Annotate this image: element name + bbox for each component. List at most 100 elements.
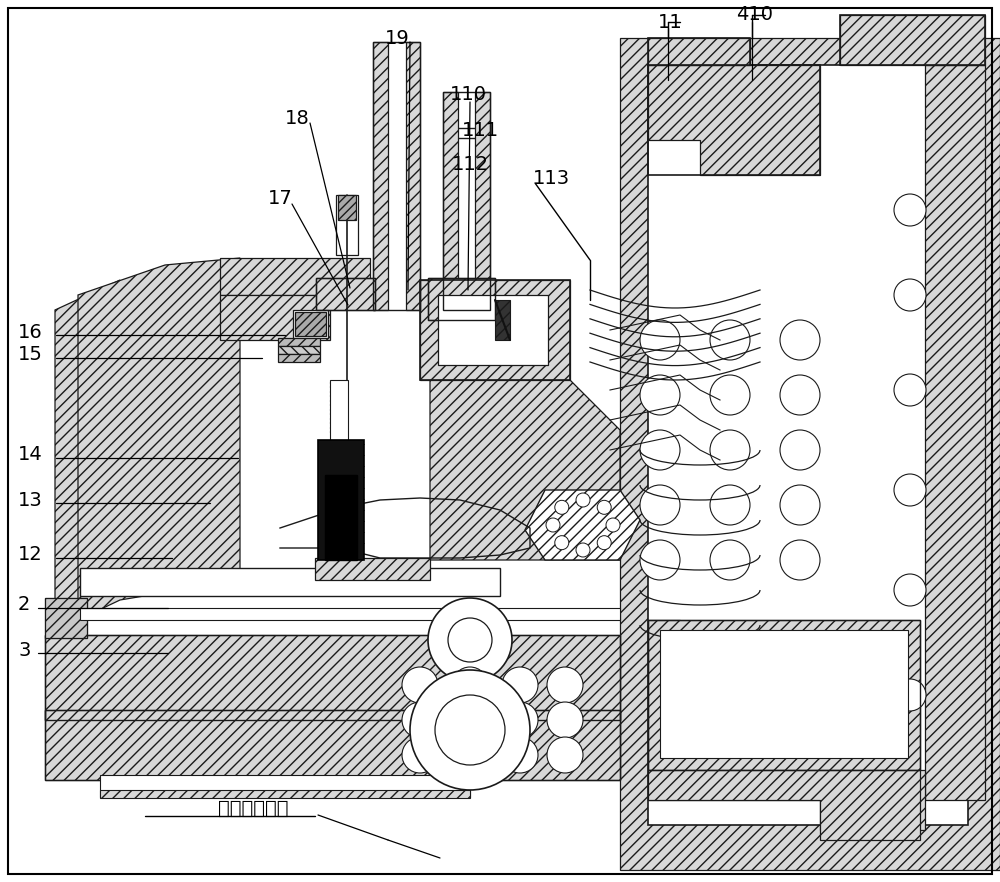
Circle shape bbox=[710, 540, 750, 580]
Circle shape bbox=[640, 375, 680, 415]
Polygon shape bbox=[338, 195, 356, 220]
Circle shape bbox=[452, 702, 488, 738]
Circle shape bbox=[710, 430, 750, 470]
Bar bbox=[316, 278, 375, 310]
Text: 13: 13 bbox=[18, 490, 43, 510]
Polygon shape bbox=[840, 15, 985, 65]
Polygon shape bbox=[295, 312, 326, 336]
Bar bbox=[420, 280, 570, 380]
Circle shape bbox=[402, 737, 438, 773]
Polygon shape bbox=[525, 490, 640, 560]
Circle shape bbox=[710, 375, 750, 415]
Circle shape bbox=[780, 320, 820, 360]
Polygon shape bbox=[316, 278, 375, 310]
Bar bbox=[336, 195, 358, 255]
Polygon shape bbox=[220, 295, 330, 340]
Circle shape bbox=[546, 518, 560, 532]
Circle shape bbox=[780, 485, 820, 525]
Bar bbox=[648, 65, 968, 825]
Circle shape bbox=[640, 320, 680, 360]
Bar bbox=[648, 38, 750, 65]
Polygon shape bbox=[443, 92, 458, 310]
Circle shape bbox=[547, 737, 583, 773]
Bar bbox=[648, 620, 920, 770]
Circle shape bbox=[780, 375, 820, 415]
Bar bbox=[45, 710, 620, 780]
Circle shape bbox=[555, 535, 569, 549]
Polygon shape bbox=[648, 620, 680, 650]
Polygon shape bbox=[648, 770, 925, 830]
Polygon shape bbox=[925, 65, 985, 800]
Text: 14: 14 bbox=[18, 445, 43, 465]
Bar bbox=[443, 92, 490, 310]
Circle shape bbox=[710, 485, 750, 525]
Circle shape bbox=[435, 695, 505, 765]
Bar bbox=[373, 42, 420, 310]
Text: 19: 19 bbox=[385, 28, 410, 48]
Bar bbox=[100, 790, 470, 798]
Text: 110: 110 bbox=[450, 86, 487, 104]
Bar bbox=[840, 15, 985, 65]
Circle shape bbox=[894, 194, 926, 226]
Bar bbox=[325, 475, 357, 560]
Polygon shape bbox=[406, 42, 420, 310]
Text: 113: 113 bbox=[533, 168, 570, 188]
Polygon shape bbox=[278, 338, 320, 346]
Bar bbox=[80, 608, 620, 620]
Circle shape bbox=[576, 493, 590, 507]
Bar bbox=[438, 295, 548, 365]
Circle shape bbox=[402, 702, 438, 738]
Circle shape bbox=[448, 618, 492, 662]
Text: 112: 112 bbox=[452, 155, 489, 175]
Polygon shape bbox=[475, 92, 490, 310]
Polygon shape bbox=[373, 42, 388, 310]
Bar bbox=[293, 310, 328, 338]
Text: 16: 16 bbox=[18, 323, 43, 341]
Polygon shape bbox=[45, 710, 620, 780]
Polygon shape bbox=[45, 635, 620, 720]
Text: 2: 2 bbox=[18, 595, 30, 615]
Circle shape bbox=[502, 667, 538, 703]
Circle shape bbox=[710, 320, 750, 360]
Circle shape bbox=[576, 543, 590, 557]
Circle shape bbox=[597, 535, 611, 549]
Circle shape bbox=[640, 430, 680, 470]
Polygon shape bbox=[45, 598, 87, 638]
Circle shape bbox=[894, 474, 926, 506]
Text: 3: 3 bbox=[18, 640, 30, 660]
Circle shape bbox=[894, 374, 926, 406]
Polygon shape bbox=[278, 346, 320, 354]
Text: 12: 12 bbox=[18, 545, 43, 564]
Bar bbox=[330, 380, 348, 440]
Circle shape bbox=[640, 540, 680, 580]
Circle shape bbox=[547, 702, 583, 738]
Polygon shape bbox=[220, 258, 370, 295]
Text: 分离杆的支点: 分离杆的支点 bbox=[218, 798, 288, 818]
Polygon shape bbox=[430, 380, 620, 560]
Circle shape bbox=[894, 574, 926, 606]
Bar bbox=[45, 598, 87, 638]
Circle shape bbox=[452, 667, 488, 703]
Polygon shape bbox=[78, 258, 240, 620]
Text: 11: 11 bbox=[658, 12, 683, 32]
Bar bbox=[80, 568, 500, 596]
Polygon shape bbox=[620, 38, 1000, 870]
Circle shape bbox=[780, 430, 820, 470]
Polygon shape bbox=[648, 620, 920, 770]
Circle shape bbox=[428, 598, 512, 682]
Text: 410: 410 bbox=[736, 5, 773, 25]
Text: 15: 15 bbox=[18, 346, 43, 364]
Bar bbox=[648, 65, 820, 175]
Text: 111: 111 bbox=[462, 121, 499, 139]
Polygon shape bbox=[648, 65, 820, 175]
Circle shape bbox=[402, 667, 438, 703]
Text: 17: 17 bbox=[268, 189, 293, 207]
Polygon shape bbox=[428, 278, 495, 320]
Bar bbox=[660, 630, 908, 758]
Circle shape bbox=[502, 737, 538, 773]
Text: 18: 18 bbox=[285, 108, 310, 128]
Polygon shape bbox=[55, 280, 120, 610]
Bar bbox=[100, 775, 470, 797]
Polygon shape bbox=[648, 770, 920, 840]
Circle shape bbox=[606, 518, 620, 532]
